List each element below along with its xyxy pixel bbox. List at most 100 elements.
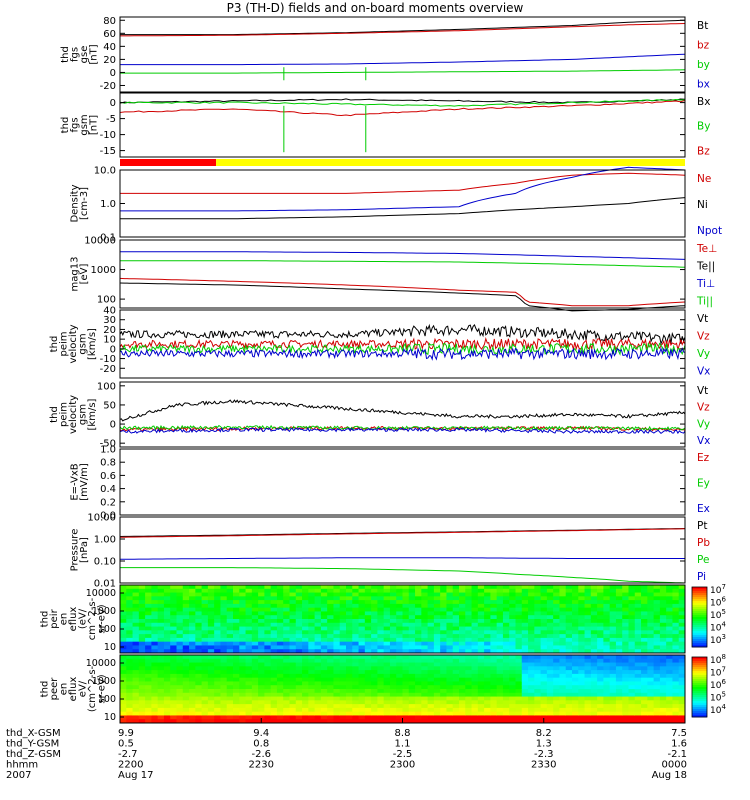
series-line-vx bbox=[120, 346, 686, 361]
colorbar-tick-label: 103 bbox=[710, 633, 726, 646]
y-axis-label: gsm bbox=[78, 333, 89, 354]
series-line-vz bbox=[119, 336, 686, 352]
y-tick-label: 0.4 bbox=[100, 484, 116, 495]
series-line-bz bbox=[119, 100, 686, 117]
y-tick-label: 10 bbox=[103, 335, 116, 346]
panel-9: 0.01 0.10 1.00 10.00 Pressure[nPa] Pt Pb Pe Pi bbox=[69, 513, 710, 590]
x-axis-row-label: hhmm bbox=[6, 760, 38, 771]
y-tick-label: 40 bbox=[103, 306, 116, 317]
legend-entry: Pe bbox=[697, 554, 709, 566]
x-tick-label: 1.6 bbox=[671, 739, 687, 750]
series-line-pb bbox=[119, 528, 686, 538]
series-line-bx bbox=[120, 69, 686, 74]
y-axis-label: Density bbox=[69, 184, 80, 222]
y-axis-label: mag13 bbox=[69, 257, 80, 292]
y-tick-label: 10000 bbox=[84, 236, 116, 247]
series-line-pi bbox=[119, 557, 685, 560]
y-tick-label: 20 bbox=[103, 325, 116, 336]
legend-entry: Ez bbox=[697, 452, 710, 464]
legend-entry: Te⊥ bbox=[696, 243, 717, 255]
legend-entry: Ey bbox=[697, 478, 710, 490]
y-tick-label: 1000 bbox=[91, 265, 116, 276]
y-axis-label: [cm-3] bbox=[79, 187, 90, 220]
y-tick-label: 1000 bbox=[92, 606, 116, 617]
panel-frame bbox=[119, 92, 686, 158]
legend-entry: Bx bbox=[697, 96, 710, 108]
y-tick-label: 10000 bbox=[86, 658, 116, 669]
y-tick-label: 0.10 bbox=[94, 557, 116, 568]
y-axis-label: velocity bbox=[68, 324, 79, 363]
y-axis-label: gsm bbox=[78, 404, 89, 425]
x-tick-label: 0000 bbox=[662, 760, 687, 771]
series-line-vt bbox=[119, 323, 686, 346]
y-axis-label: eflux bbox=[68, 677, 79, 702]
y-tick-label: 1000 bbox=[92, 676, 116, 687]
colorbar-tick-label: 106 bbox=[710, 596, 726, 609]
y-tick-label: 10.0 bbox=[94, 166, 116, 177]
colorbar-tick-label: 108 bbox=[710, 653, 726, 666]
y-axis-label: [mV/m] bbox=[79, 463, 90, 501]
colorbar-tick-label: 107 bbox=[710, 666, 726, 679]
x-axis-row-label: thd_Z-GSM bbox=[6, 749, 61, 760]
y-axis-label: en bbox=[59, 613, 70, 626]
legend-entry: Te|| bbox=[696, 261, 715, 273]
series-line-pt bbox=[119, 528, 686, 537]
x-tick-label: 2230 bbox=[249, 760, 274, 771]
y-axis-label: cm^2-s- bbox=[87, 597, 98, 640]
y-tick-label: 30 bbox=[103, 315, 116, 326]
y-tick-label: 0 bbox=[110, 68, 116, 79]
series-line-npot bbox=[120, 166, 686, 212]
legend-entry: Vx bbox=[697, 366, 710, 378]
panel-frame bbox=[119, 381, 686, 448]
legend-entry: by bbox=[697, 59, 710, 71]
colorbar-tick-label: 106 bbox=[710, 678, 726, 691]
legend-entry: Pi bbox=[697, 571, 706, 583]
spectrogram-11 bbox=[120, 655, 686, 724]
y-axis-label: [nT] bbox=[88, 44, 99, 64]
x-tick-label: 7.5 bbox=[671, 728, 687, 739]
legend-entry: Bz bbox=[697, 145, 710, 157]
y-axis-label: thd bbox=[60, 117, 71, 134]
series-line-te bbox=[119, 277, 686, 307]
x-tick-label: 2200 bbox=[118, 760, 143, 771]
x-tick-label: 8.8 bbox=[395, 728, 411, 739]
y-tick-label: 0.8 bbox=[100, 458, 116, 469]
y-tick-label: 10 bbox=[104, 712, 116, 723]
x-tick-label: 1.3 bbox=[536, 739, 552, 750]
x-tick-label: Aug 17 bbox=[118, 770, 153, 781]
series-line-vx bbox=[119, 427, 686, 435]
legend-entry: Vz bbox=[697, 331, 710, 343]
y-axis-label: [nPa] bbox=[79, 537, 90, 563]
series-line-bz bbox=[120, 23, 686, 37]
y-tick-label: 1.00 bbox=[94, 535, 116, 546]
series-line-ti bbox=[120, 251, 686, 260]
legend-entry: Ni bbox=[697, 199, 708, 211]
y-tick-label: 1.0 bbox=[100, 445, 116, 456]
legend-entry: Ti|| bbox=[696, 296, 713, 308]
x-axis-row-label: thd_Y-GSM bbox=[6, 739, 59, 750]
y-tick-label: 80 bbox=[103, 16, 116, 27]
y-axis-label: [km/s] bbox=[87, 398, 98, 430]
y-tick-label: 0 bbox=[110, 98, 116, 109]
y-tick-label: 60 bbox=[103, 29, 116, 40]
series-line-vt bbox=[119, 399, 686, 422]
y-tick-label: -10 bbox=[100, 130, 116, 141]
legend-entry: Pb bbox=[697, 537, 710, 549]
panel-frame bbox=[119, 516, 686, 584]
y-tick-label: -50 bbox=[100, 439, 116, 450]
legend-entry: Vz bbox=[697, 402, 710, 414]
figure-title: P3 (TH-D) fields and on-board moments ov… bbox=[226, 1, 524, 15]
x-tick-label: 9.4 bbox=[253, 728, 269, 739]
x-axis-labels: thd_X-GSMthd_Y-GSMthd_Z-GSMhhmm20079.90.… bbox=[6, 718, 687, 781]
y-axis-label: gsm bbox=[79, 114, 90, 135]
y-axis-label: (eV/ bbox=[78, 608, 89, 629]
legend-entry: Ne bbox=[697, 173, 711, 185]
panel-5: 100 1000 10000 mag13[eV] Te⊥ Te|| Ti⊥ Ti|| bbox=[69, 236, 717, 312]
x-tick-label: 0.8 bbox=[253, 739, 269, 750]
y-axis-label: [nT] bbox=[88, 115, 99, 135]
y-tick-label: -15 bbox=[100, 146, 116, 157]
